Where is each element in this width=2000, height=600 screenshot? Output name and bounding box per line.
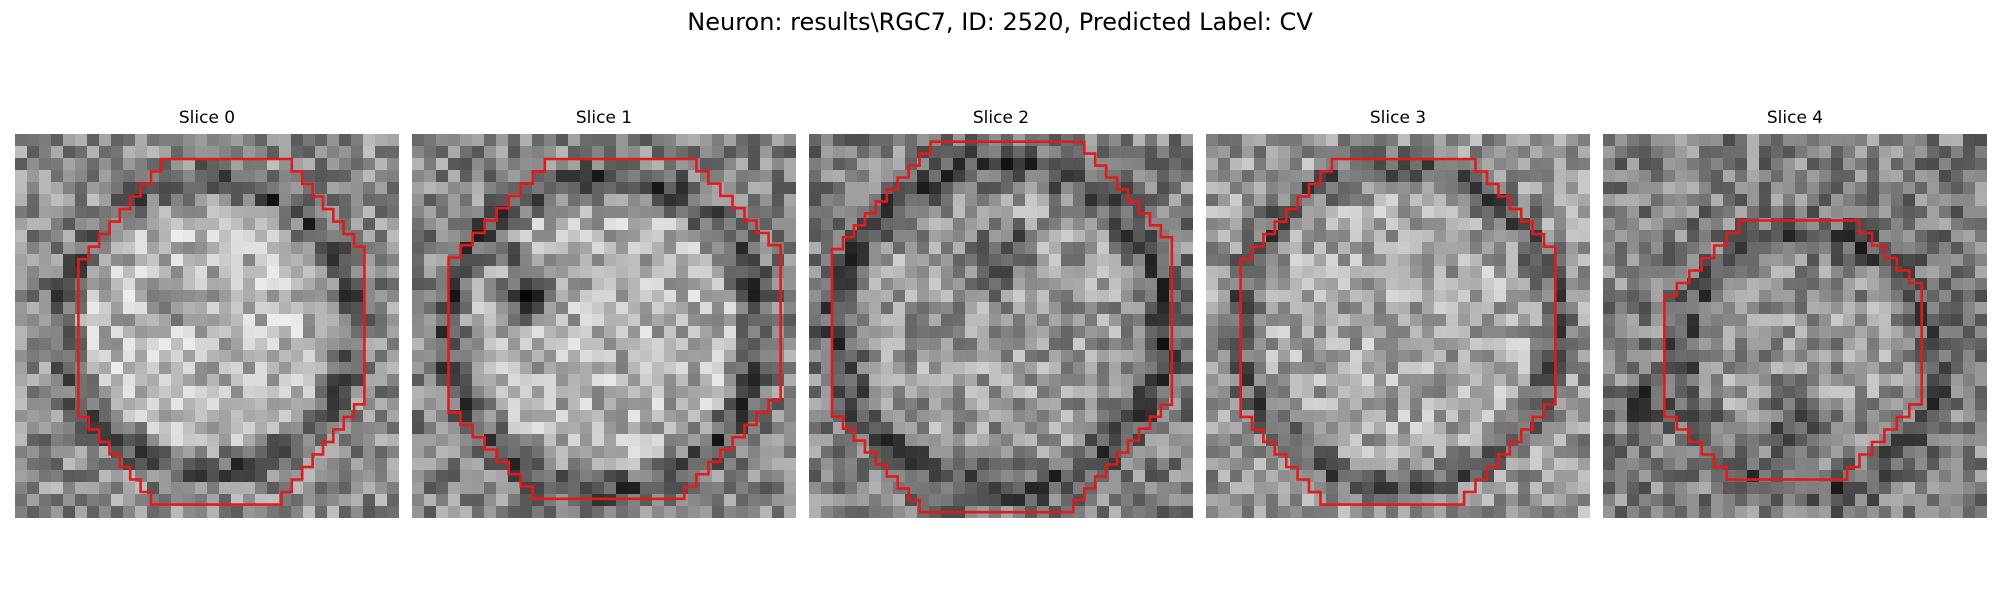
slice-image-3 bbox=[1206, 134, 1590, 518]
slice-title-3: Slice 3 bbox=[1369, 108, 1427, 128]
slice-title-1: Slice 1 bbox=[575, 108, 633, 128]
cell-contour-4 bbox=[1663, 219, 1923, 481]
cell-contour-2 bbox=[830, 140, 1174, 514]
slice-title-4: Slice 4 bbox=[1766, 108, 1824, 128]
slice-image-1 bbox=[412, 134, 796, 518]
slice-title-2: Slice 2 bbox=[972, 108, 1030, 128]
slice-panel-4: Slice 4 bbox=[1603, 108, 1987, 532]
cell-contour-3 bbox=[1239, 157, 1557, 506]
slice-panel-2: Slice 2 bbox=[809, 108, 1193, 532]
cell-contour-1 bbox=[447, 157, 782, 501]
slice-image-4 bbox=[1603, 134, 1987, 518]
slice-image-0 bbox=[15, 134, 399, 518]
slice-panel-0: Slice 0 bbox=[15, 108, 399, 532]
figure-title: Neuron: results\RGC7, ID: 2520, Predicte… bbox=[687, 8, 1313, 36]
cell-contour-0 bbox=[77, 157, 366, 506]
slice-image-2 bbox=[809, 134, 1193, 518]
slice-panel-3: Slice 3 bbox=[1206, 108, 1590, 532]
slice-title-0: Slice 0 bbox=[178, 108, 236, 128]
slice-panel-1: Slice 1 bbox=[412, 108, 796, 532]
